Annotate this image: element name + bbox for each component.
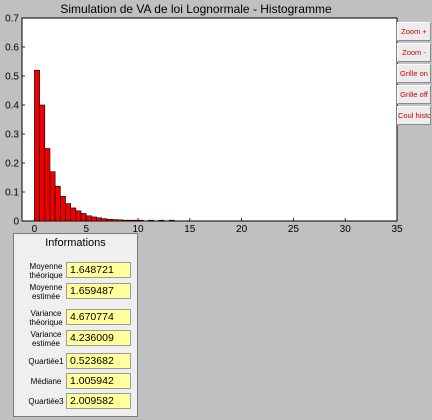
histogram-bar bbox=[39, 104, 46, 222]
median-value: 1.005942 bbox=[66, 373, 131, 389]
histogram-bar bbox=[122, 219, 128, 222]
mean-estimated-label: Moyenne estimée bbox=[29, 283, 63, 301]
histogram-color-button[interactable]: Coul histo bbox=[397, 106, 431, 125]
histogram-bar bbox=[65, 203, 71, 222]
histogram-bar bbox=[111, 219, 118, 222]
variance-theoretical-value: 4.670774 bbox=[66, 309, 131, 325]
histogram-bar bbox=[106, 218, 113, 222]
histogram-bar bbox=[127, 219, 134, 222]
zoom-in-button[interactable]: Zoom + bbox=[397, 22, 431, 41]
variance-estimated-value: 4.236009 bbox=[66, 330, 131, 346]
histogram-bar bbox=[70, 207, 77, 222]
info-title: Informations bbox=[45, 237, 106, 249]
histogram-bar bbox=[101, 218, 108, 222]
quartile1-label: Quartiée1 bbox=[28, 357, 64, 366]
y-tick-label: 0.1 bbox=[5, 188, 19, 199]
y-tick-label: 0.3 bbox=[5, 130, 19, 141]
x-tick-label: 0 bbox=[32, 224, 38, 232]
histogram-bar bbox=[168, 219, 175, 222]
histogram-chart: Simulation de VA de loi Lognormale - His… bbox=[5, 2, 403, 232]
quartile3-value: 2.009582 bbox=[66, 393, 131, 409]
info-panel: Informations Moyenne théorique 1.648721 … bbox=[13, 233, 138, 417]
histogram-bar bbox=[75, 210, 82, 222]
y-tick-label: 0.2 bbox=[5, 159, 19, 170]
x-tick-label: 25 bbox=[288, 224, 300, 232]
histogram-bar bbox=[132, 219, 139, 222]
mean-theoretical-label: Moyenne théorique bbox=[29, 262, 63, 280]
histogram-bar bbox=[148, 219, 154, 222]
zoom-out-button[interactable]: Zoom - bbox=[397, 43, 431, 62]
x-tick-label: 35 bbox=[391, 224, 403, 232]
x-tick-label: 5 bbox=[83, 224, 89, 232]
y-tick-label: 0.4 bbox=[5, 101, 19, 112]
grid-off-button[interactable]: Grille off bbox=[397, 85, 431, 104]
x-tick-label: 30 bbox=[340, 224, 352, 232]
histogram-bar bbox=[91, 216, 97, 222]
y-tick-label: 0.5 bbox=[5, 72, 19, 83]
histogram-bar bbox=[137, 219, 144, 222]
y-tick-label: 0 bbox=[13, 217, 19, 228]
histogram-bar bbox=[49, 171, 56, 222]
x-tick-label: 20 bbox=[236, 224, 248, 232]
chart-title: Simulation de VA de loi Lognormale - His… bbox=[60, 2, 332, 16]
variance-estimated-label: Variance estimée bbox=[30, 330, 62, 348]
mean-theoretical-value: 1.648721 bbox=[66, 262, 131, 278]
histogram-bar bbox=[44, 148, 51, 222]
quartile1-value: 0.523682 bbox=[66, 353, 131, 369]
plot-area bbox=[21, 17, 398, 222]
histogram-bar bbox=[96, 217, 103, 222]
histogram-bar bbox=[117, 219, 123, 222]
histogram-bar bbox=[60, 196, 66, 222]
quartile3-label: Quartiée3 bbox=[28, 397, 64, 406]
x-tick-label: 10 bbox=[132, 224, 144, 232]
mean-estimated-value: 1.659487 bbox=[66, 283, 131, 299]
histogram-bar bbox=[54, 185, 61, 222]
y-tick-label: 0.7 bbox=[5, 14, 19, 25]
variance-theoretical-label: Variance théorique bbox=[29, 309, 63, 327]
median-label: Médiane bbox=[30, 377, 62, 386]
histogram-bar bbox=[158, 219, 165, 222]
y-tick-label: 0.6 bbox=[5, 43, 19, 54]
histogram-bar bbox=[80, 213, 87, 222]
histogram-bar bbox=[85, 215, 92, 222]
histogram-bar bbox=[34, 69, 40, 222]
x-tick-label: 15 bbox=[184, 224, 196, 232]
grid-on-button[interactable]: Grille on bbox=[397, 64, 431, 83]
